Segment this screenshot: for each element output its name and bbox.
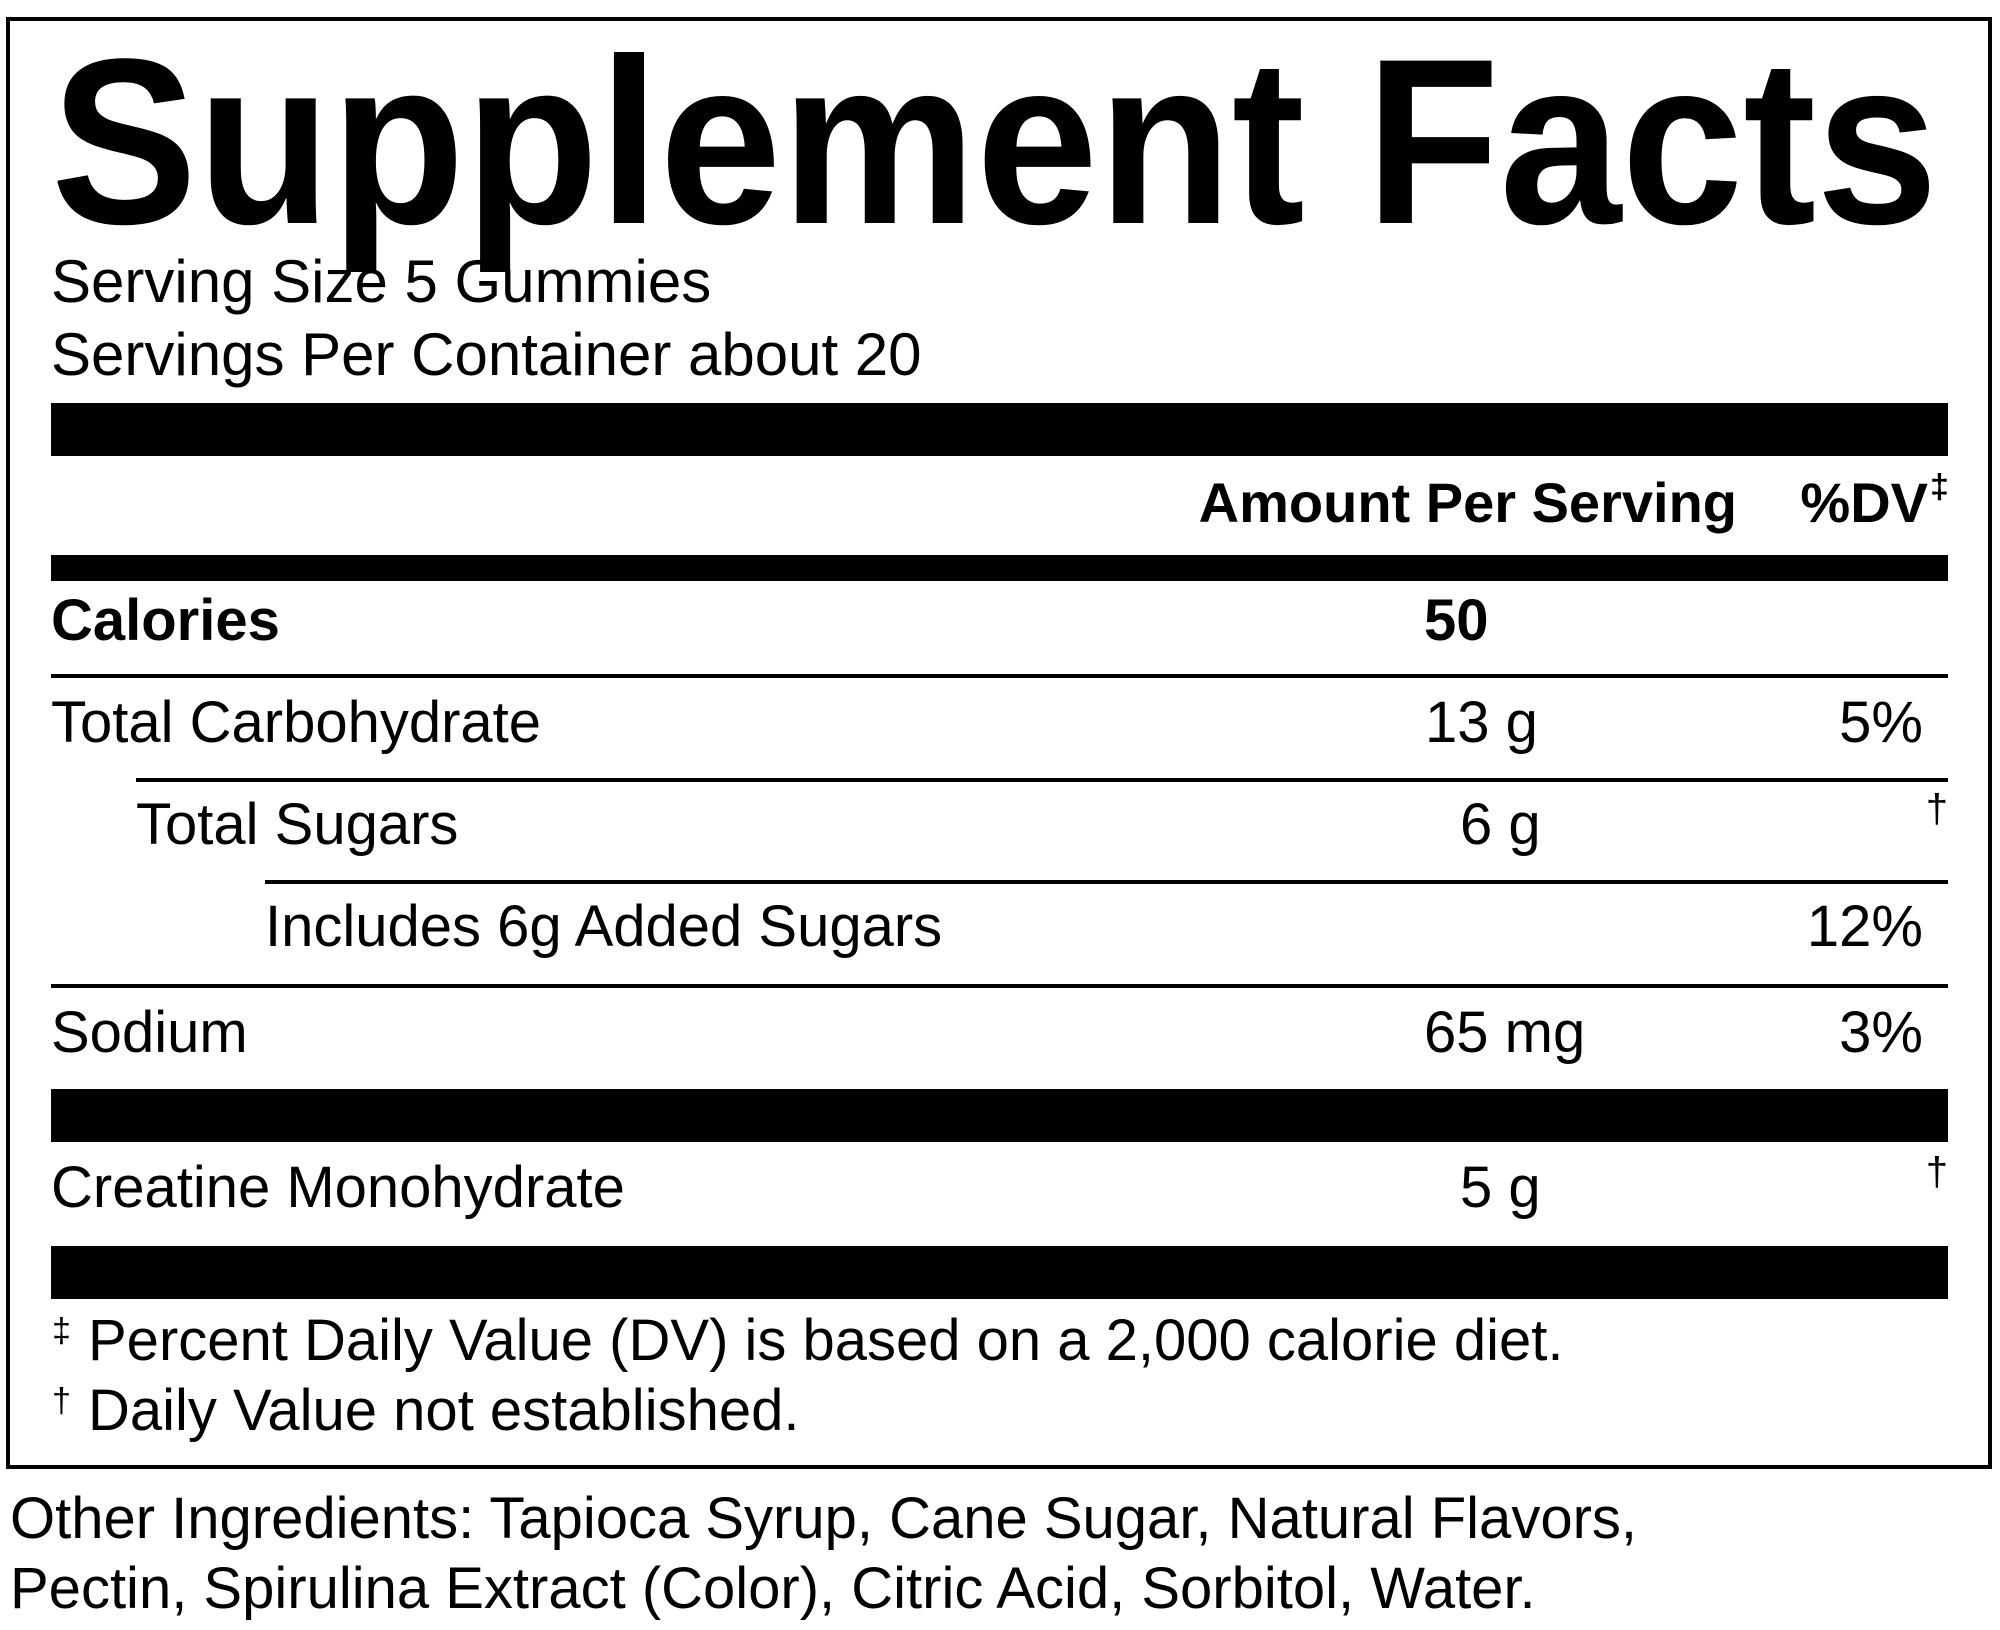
label-title: Supplement Facts [51,10,1938,274]
row-amount: 5 g [1460,1155,1541,1220]
other-ingredients: Other Ingredients: Tapioca Syrup, Cane S… [10,1486,1637,1551]
dv-header-marker: ‡ [1930,468,1949,506]
medium-rule [51,555,1948,581]
footnote-text: Daily Value not established. [88,1378,799,1443]
thick-rule [51,403,1948,456]
row-label: Total Sugars [136,792,458,857]
amount-header: Amount Per Serving [1199,471,1737,534]
footnote-symbol: ‡ [52,1312,71,1350]
row-label: Includes 6g Added Sugars [265,894,942,959]
servings-per-container: Servings Per Container about 20 [51,321,922,388]
dv-header: %DV [1800,471,1928,534]
row-dv: 5% [1839,690,1923,755]
row-rule [136,778,1948,782]
row-dv: 3% [1839,1000,1923,1065]
row-label: Calories [51,588,280,653]
footnote-symbol: † [52,1382,71,1420]
row-label: Sodium [51,1000,248,1065]
footnote-text: Percent Daily Value (DV) is based on a 2… [88,1308,1564,1373]
row-dv: † [1926,1150,1948,1194]
row-amount: 6 g [1460,792,1541,857]
serving-size: Serving Size 5 Gummies [51,248,711,315]
row-amount: 50 [1424,588,1489,653]
row-dv: 12% [1807,894,1923,959]
label-border [6,17,1992,1469]
row-rule [51,984,1948,988]
row-rule [51,674,1948,678]
row-amount: 65 mg [1424,1000,1585,1065]
thick-rule [51,1246,1948,1299]
row-dv: † [1926,787,1948,831]
thick-rule [51,1089,1948,1142]
row-amount: 13 g [1425,690,1538,755]
row-label: Creatine Monohydrate [51,1155,625,1220]
other-ingredients: Pectin, Spirulina Extract (Color), Citri… [10,1556,1536,1621]
row-label: Total Carbohydrate [51,690,541,755]
row-rule [265,880,1948,884]
